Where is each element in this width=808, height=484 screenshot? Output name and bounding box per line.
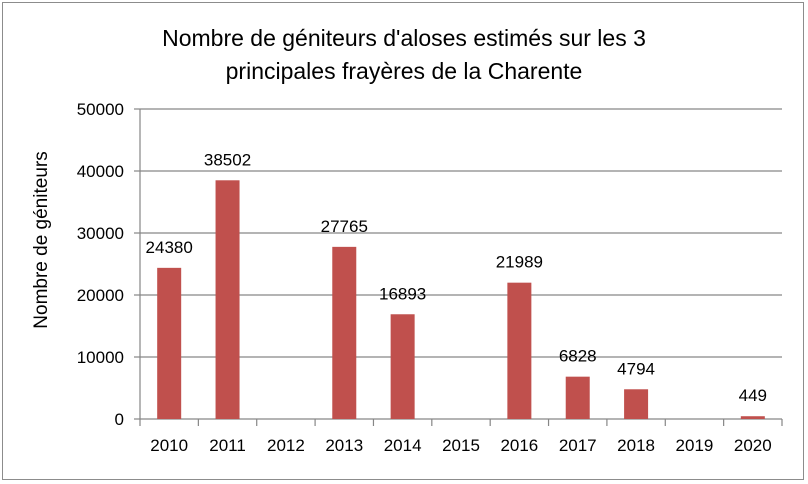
data-label-2011: 38502 [204, 150, 251, 169]
x-tick-label-2017: 2017 [559, 436, 597, 455]
y-axis-title: Nombre de géniteurs [31, 151, 52, 328]
x-tick-label-2015: 2015 [442, 436, 480, 455]
data-labels: 24380 38502 27765 16893 21989 6828 4794 449 [146, 150, 767, 405]
axes [134, 108, 783, 426]
gridlines [140, 108, 782, 358]
y-tick-label: 10000 [77, 348, 124, 367]
bar-2010 [157, 267, 182, 419]
bar-2014 [390, 314, 415, 419]
x-tick-label-2011: 2011 [209, 436, 246, 455]
x-tick-label-2013: 2013 [325, 436, 363, 455]
bar-2017 [565, 376, 590, 419]
chart-title-line-2: principales frayères de la Charente [225, 58, 583, 84]
data-label-2018: 4794 [617, 359, 655, 378]
x-tick-label-2016: 2016 [500, 436, 538, 455]
data-label-2014: 16893 [379, 284, 426, 303]
data-label-2017: 6828 [559, 347, 597, 366]
y-tick-label: 40000 [77, 162, 124, 181]
bars [157, 180, 765, 419]
x-tick-label-2020: 2020 [734, 436, 772, 455]
x-tick-label-2010: 2010 [150, 436, 188, 455]
bar-2016 [507, 282, 532, 419]
y-tick-label: 50000 [77, 100, 124, 119]
chart-title-line-1: Nombre de géniteurs d'aloses estimés sur… [162, 25, 646, 51]
bar-2020 [740, 416, 765, 419]
data-label-2013: 27765 [321, 217, 368, 236]
bar-2011 [215, 180, 240, 419]
x-tick-label-2014: 2014 [384, 436, 422, 455]
data-label-2016: 21989 [496, 253, 543, 272]
tick-labels: 0 10000 20000 30000 40000 50000 2010 2011 2012 20… [77, 100, 772, 455]
y-tick-label: 0 [115, 410, 124, 429]
x-tick-label-2019: 2019 [676, 436, 714, 455]
data-label-2010: 24380 [146, 238, 193, 257]
x-tick-label-2012: 2012 [267, 436, 305, 455]
y-tick-label: 30000 [77, 224, 124, 243]
x-tick-label-2018: 2018 [617, 436, 655, 455]
y-tick-label: 20000 [77, 286, 124, 305]
bar-2018 [624, 389, 649, 419]
data-label-2020: 449 [739, 386, 767, 405]
chart-title: Nombre de géniteurs d'aloses estimés sur… [0, 22, 808, 88]
bar-2013 [332, 246, 357, 419]
